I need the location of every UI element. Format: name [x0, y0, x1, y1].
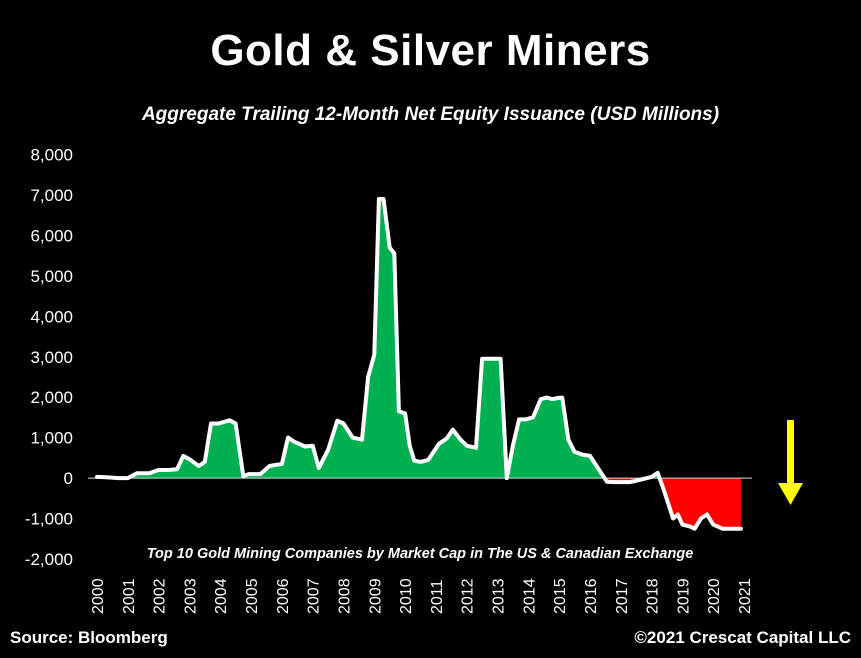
x-tick-label: 2004: [213, 578, 230, 614]
x-tick-label: 2016: [583, 578, 600, 614]
y-tick-label: 3,000: [30, 348, 73, 367]
series-line: [95, 197, 743, 531]
y-tick-label: 1,000: [30, 429, 73, 448]
y-tick-label: 8,000: [30, 146, 73, 165]
down-arrow-icon: [778, 420, 803, 505]
x-tick-label: 2002: [152, 578, 169, 614]
x-tick-label: 2021: [737, 578, 754, 614]
chart-title: Gold & Silver Miners: [210, 26, 651, 75]
y-tick-label: 5,000: [30, 267, 73, 286]
copyright-label: ©2021 Crescat Capital LLC: [634, 628, 851, 647]
y-tick-label: 4,000: [30, 307, 73, 326]
y-axis: 8,000 7,000 6,000 5,000 4,000 3,000 2,000 1,000…: [25, 146, 73, 570]
chart-subtitle: Aggregate Trailing 12-Month Net Equity I…: [141, 104, 720, 125]
x-tick-label: 2020: [706, 578, 723, 614]
x-tick-label: 2012: [460, 578, 477, 614]
x-tick-label: 2015: [552, 578, 569, 614]
x-tick-label: 2019: [675, 578, 692, 614]
x-tick-label: 2013: [491, 578, 508, 614]
x-axis: 2000 2001 2002 2003 2004 2005 2006 2007 2008 2009…: [90, 578, 754, 614]
x-tick-label: 2008: [336, 578, 353, 614]
x-tick-label: 2005: [244, 578, 261, 614]
x-tick-label: 2018: [645, 578, 662, 614]
x-tick-label: 2003: [182, 578, 199, 614]
x-tick-label: 2001: [121, 578, 138, 614]
x-tick-label: 2000: [90, 578, 107, 614]
y-tick-label: -1,000: [25, 510, 73, 529]
x-tick-label: 2006: [275, 578, 292, 614]
x-tick-label: 2017: [614, 578, 631, 614]
chart-annotation: Top 10 Gold Mining Companies by Market C…: [147, 546, 694, 562]
y-tick-label: 2,000: [30, 388, 73, 407]
area-negative: [604, 478, 741, 529]
y-tick-label: 7,000: [30, 186, 73, 205]
y-tick-label: 0: [64, 469, 73, 488]
x-tick-label: 2007: [306, 578, 323, 614]
x-tick-label: 2011: [429, 579, 446, 614]
y-tick-label: -2,000: [25, 550, 73, 569]
y-tick-label: 6,000: [30, 226, 73, 245]
x-tick-label: 2009: [367, 578, 384, 614]
x-tick-label: 2014: [521, 578, 538, 614]
source-label: Source: Bloomberg: [10, 628, 168, 647]
x-tick-label: 2010: [398, 578, 415, 614]
